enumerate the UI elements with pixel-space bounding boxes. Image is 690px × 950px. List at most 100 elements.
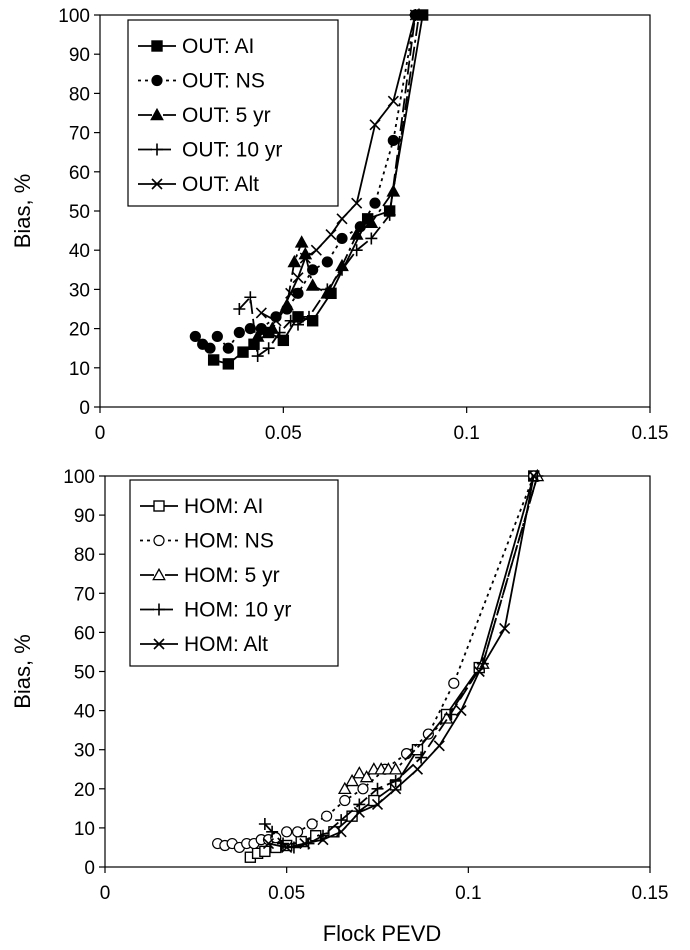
data-point (207, 354, 220, 366)
data-point (359, 769, 374, 783)
data-point (337, 781, 352, 795)
legend-marker (151, 178, 163, 190)
y-tick-label: 100 (63, 467, 95, 488)
data-point (233, 303, 246, 315)
data-point (317, 834, 329, 846)
legend-item-hom-5-yr: HOM: 5 yr (140, 564, 280, 587)
data-point (270, 315, 282, 327)
y-tick-label: 60 (69, 163, 90, 184)
y-tick-label: 70 (69, 124, 90, 145)
data-point (351, 197, 363, 209)
data-point (291, 826, 304, 838)
legend-label: OUT: Alt (182, 173, 259, 196)
data-point (222, 358, 235, 370)
data-point (299, 252, 311, 264)
data-point (371, 782, 384, 795)
legend-marker (151, 40, 163, 52)
data-point (400, 748, 413, 760)
y-tick-label: 80 (74, 545, 95, 566)
y-tick-label: 50 (69, 202, 90, 223)
data-point (335, 814, 348, 827)
data-point (528, 470, 540, 482)
x-tick-label: 0.15 (632, 883, 669, 904)
data-point (411, 763, 424, 775)
data-point (189, 330, 201, 343)
y-tick-label: 20 (69, 320, 90, 341)
y-tick-label: 30 (74, 741, 95, 762)
data-point (352, 766, 367, 779)
data-point (292, 318, 304, 331)
data-point (299, 837, 311, 850)
data-point (262, 837, 275, 850)
legend-label: HOM: 10 yr (184, 599, 291, 622)
data-point (303, 310, 315, 323)
data-point (273, 326, 286, 339)
legend-label: HOM: Alt (184, 633, 268, 656)
data-point (353, 806, 365, 818)
data-point (306, 818, 318, 830)
data-point (233, 326, 245, 339)
data-point (255, 307, 267, 319)
legend-item-hom-ns: HOM: NS (140, 530, 274, 553)
x-tick-label: 0.05 (265, 423, 302, 444)
data-point (335, 826, 347, 838)
chart-hom: 0 10 20 30 40 50 60 70 80 90 100 0 0.05 0.1 0.15 Bias, … (10, 467, 668, 946)
data-point (244, 291, 257, 304)
y-tick-label: 80 (69, 84, 90, 105)
data-point (422, 728, 434, 740)
series-line-out-10-yr (238, 14, 417, 358)
data-point (455, 705, 467, 717)
data-point (285, 287, 297, 299)
legend-label: HOM: NS (184, 530, 274, 553)
legend-marker (151, 143, 163, 156)
legend: OUT: AI OUT: NS OUT: 5 yr OUT: 10 yr OUT: Al… (127, 19, 339, 207)
legend-item-out-10-yr: OUT: 10 yr (138, 139, 282, 162)
data-point (284, 314, 297, 327)
data-point (353, 798, 366, 811)
legend-item-hom-ai: HOM: AI (140, 495, 263, 518)
y-tick-label: 40 (74, 702, 95, 723)
legend-label: OUT: NS (182, 70, 265, 93)
data-point (211, 330, 223, 343)
data-point (265, 321, 280, 334)
y-axis-title: Bias, % (10, 634, 35, 709)
data-point (292, 272, 304, 284)
data-point (473, 665, 485, 678)
y-tick-label: 100 (58, 6, 90, 27)
data-point (499, 622, 511, 635)
y-axis-title: Bias, % (10, 174, 35, 249)
x-tick-label: 0.1 (455, 883, 481, 904)
data-point (336, 263, 348, 276)
legend-marker (151, 74, 163, 87)
y-tick-label: 30 (69, 280, 90, 301)
y-tick-label: 90 (69, 45, 90, 66)
series-out-alt (255, 9, 421, 327)
x-axis-title: Flock PEVD (323, 921, 442, 946)
data-point (386, 184, 401, 197)
x-tick-label: 0.05 (268, 883, 305, 904)
data-point (357, 783, 369, 795)
data-point (369, 197, 381, 209)
data-point (444, 708, 457, 721)
series-out-ns (189, 9, 421, 354)
data-point (294, 235, 309, 248)
y-tick-label: 70 (74, 584, 95, 605)
legend-marker (153, 603, 165, 616)
legend-item-hom-10-yr: HOM: 10 yr (140, 599, 291, 622)
y-tick-label: 40 (69, 241, 90, 262)
series-hom-ns (212, 470, 540, 854)
data-point (325, 228, 337, 241)
data-point (336, 232, 348, 245)
y-tick-label: 0 (84, 858, 95, 879)
legend-label: HOM: AI (184, 495, 263, 518)
data-point (266, 825, 279, 838)
x-tick-label: 0 (100, 883, 111, 904)
x-tick-label: 0 (95, 423, 106, 444)
data-point (390, 783, 402, 795)
y-tick-label: 0 (79, 398, 90, 419)
data-point (349, 227, 364, 240)
data-point (339, 794, 351, 807)
data-point (365, 232, 378, 245)
data-point (409, 9, 421, 21)
